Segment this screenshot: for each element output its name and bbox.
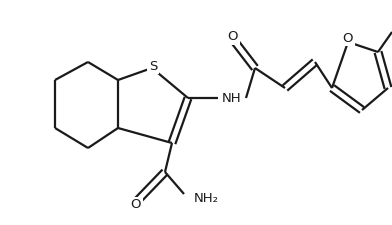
Text: NH₂: NH₂ — [194, 191, 218, 205]
Text: S: S — [149, 59, 157, 72]
Text: O: O — [343, 32, 353, 45]
Text: O: O — [131, 198, 141, 211]
Text: NH: NH — [222, 92, 242, 104]
Text: O: O — [228, 31, 238, 43]
